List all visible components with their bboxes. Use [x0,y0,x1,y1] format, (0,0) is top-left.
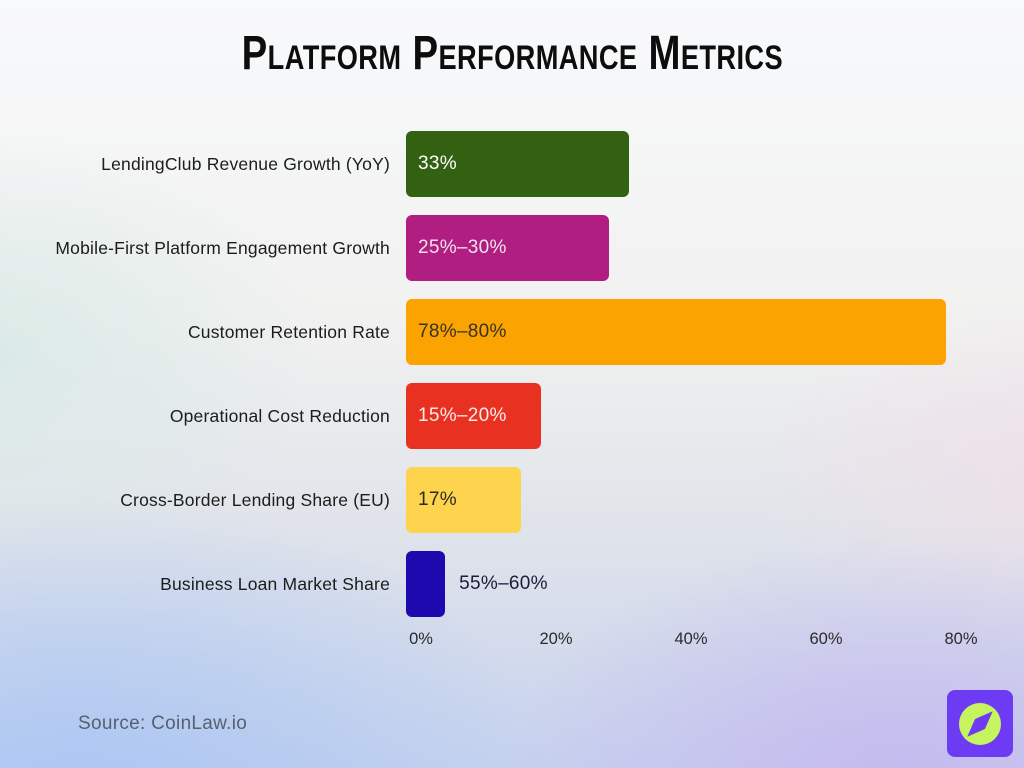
bar-row: Operational Cost Reduction 15%–20% [0,374,1024,458]
bar [406,299,946,365]
category-label: Customer Retention Rate [187,321,390,342]
bar-row: Cross-Border Lending Share (EU) 17% [0,458,1024,542]
compass-icon [959,702,1001,745]
bar-chart: LendingClub Revenue Growth (YoY) 33% Mob… [0,122,1024,658]
x-axis: 0% 20% 40% 60% 80% [409,626,977,658]
chart-title: Platform Performance Metrics [241,27,783,80]
bar-value-label: 55%–60% [459,573,548,594]
category-label: LendingClub Revenue Growth (YoY) [101,153,390,174]
bar-area: 25%–30% [406,215,946,281]
bar [406,551,446,617]
bar-rows: LendingClub Revenue Growth (YoY) 33% Mob… [0,122,1024,626]
bar-area: 78%–80% [406,299,946,365]
bar-row: Business Loan Market Share 55%–60% [0,542,1024,626]
category-label: Cross-Border Lending Share (EU) [120,489,390,510]
bar-area: 33% [406,131,946,197]
bar [406,215,609,281]
category-label: Operational Cost Reduction [169,405,390,426]
bar [406,467,521,533]
bar-row: Mobile-First Platform Engagement Growth … [0,206,1024,290]
bar-value-label: 17% [418,489,457,510]
x-axis-tick: 80% [944,630,978,648]
bar-area: 17% [406,467,946,533]
x-axis-tick: 60% [809,630,843,648]
bar [406,383,541,449]
x-axis-tick: 40% [674,630,708,648]
source-text: Source: CoinLaw.io [78,713,248,734]
brand-logo [947,690,1013,757]
bar-area: 15%–20% [406,383,946,449]
bar-value-label: 78%–80% [418,321,507,342]
bar-value-label: 33% [418,153,457,174]
bar-area: 55%–60% [406,551,946,617]
chart-title-wrap: Platform Performance Metrics [0,26,1024,81]
bar-value-label: 15%–20% [418,405,507,426]
category-label: Business Loan Market Share [160,573,390,594]
category-label: Mobile-First Platform Engagement Growth [55,237,390,258]
bar [406,131,629,197]
bar-row: LendingClub Revenue Growth (YoY) 33% [0,122,1024,206]
bar-value-label: 25%–30% [418,237,507,258]
x-axis-tick: 20% [539,630,573,648]
x-axis-tick: 0% [409,630,433,648]
bar-row: Customer Retention Rate 78%–80% [0,290,1024,374]
